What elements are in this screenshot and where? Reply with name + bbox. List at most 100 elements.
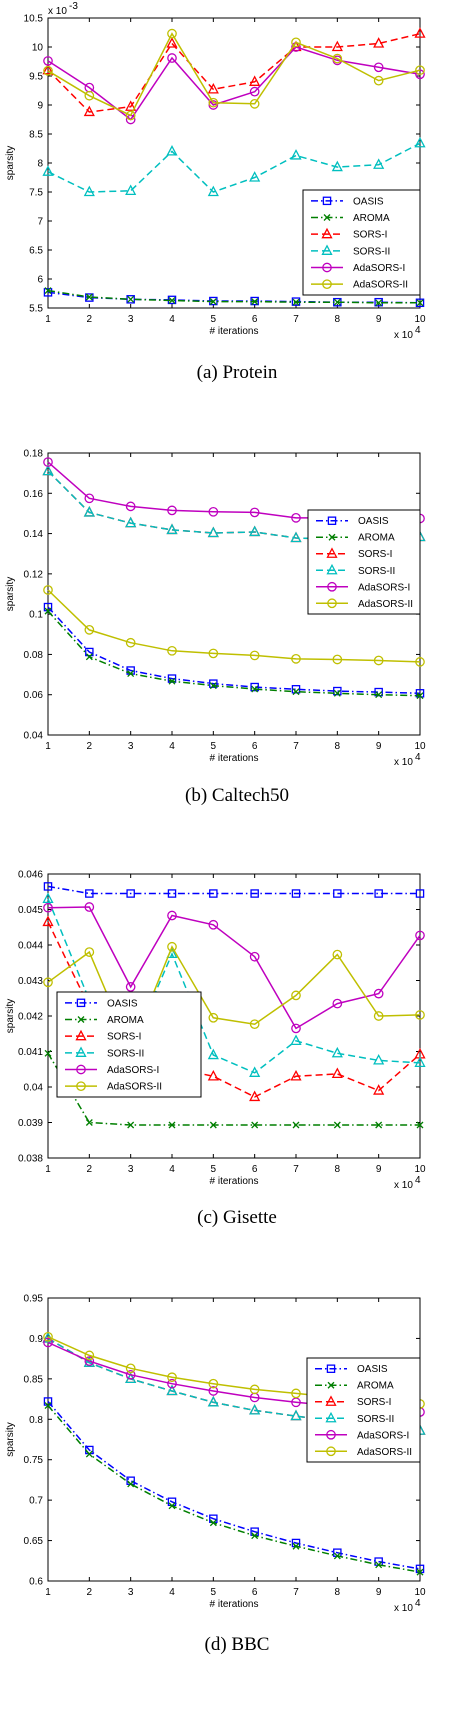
marker-circle-4 [208,1012,219,1023]
x-tick-label: 4 [169,314,175,325]
marker-circle-6 [291,654,301,664]
marker-circle-4 [208,97,219,108]
marker-circle-9 [415,657,425,667]
marker-x-4 [209,298,217,306]
marker-square-8 [374,687,383,697]
marker-x-1 [85,1450,93,1458]
x-tick-label: 9 [376,1164,382,1175]
x-tick-label: 2 [87,1164,93,1175]
y-tick-label: 5.5 [29,304,43,315]
marker-triangle-8 [373,1084,385,1095]
series-sors-ii [42,136,426,197]
x-tick-label: 1 [45,741,51,752]
marker-circle-2 [125,637,136,648]
y-tick-label: 0.16 [24,489,44,500]
legend: OASIS AROMA SORS-I SORS-II AdaSORS-I AdaSORS-… [56,991,202,1098]
series-aroma [44,287,424,307]
series-line [47,898,421,1074]
x-multiplier: x 10 [394,1180,413,1191]
marker-x-7 [333,1552,341,1560]
x-tick-label: 5 [211,1587,217,1598]
marker-x-0 [44,607,52,615]
series-sors-i [42,27,426,117]
marker-triangle-0 [42,464,54,476]
legend-entry: SORS-I [353,230,387,241]
marker-x-4 [209,1519,217,1527]
legend-entry: OASIS [353,196,384,207]
marker-circle-4 [208,1378,219,1389]
figure-caption: (c) Gisette [197,1207,277,1228]
marker-triangle-1 [83,185,95,197]
series-oasis [43,602,425,698]
x-tick-label: 4 [169,741,175,752]
y-tick-label: 0.04 [24,731,44,742]
marker-circle-8 [373,62,384,73]
marker-x-6 [292,298,300,306]
marker-circle-5 [249,98,260,109]
marker-x-0 [44,1049,52,1057]
marker-circle-0 [43,1337,53,1348]
marker-x-5 [251,1532,259,1540]
y-axis-label: sparsity [5,1422,16,1456]
x-tick-label: 7 [293,1587,299,1598]
y-tick-label: 0.04 [24,1083,44,1094]
marker-circle-1 [84,1350,95,1361]
chart-panel-2: 1 2 3 4 5 6 7 8 9 10 0.04 0.06 0.08 0.1 0.12 0.14 0.16 0.… [5,449,426,807]
marker-triangle-legend-2 [321,227,333,239]
y-tick-label: 6 [37,275,43,286]
marker-circle-0 [43,977,53,988]
legend-entry: OASIS [107,998,138,1009]
x-tick-label: 4 [169,1587,175,1598]
marker-square-legend-0 [76,998,86,1008]
figure-caption: (a) Protein [197,362,278,383]
series-line [47,1052,420,1126]
series-line [47,32,421,113]
x-multiplier-exponent: 4 [415,752,421,763]
marker-square-9 [415,889,425,898]
marker-circle-3 [167,28,177,39]
marker-circle-3 [167,53,177,63]
y-tick-label: 7.5 [29,188,43,199]
marker-square-1 [85,889,94,898]
marker-circle-4 [208,506,219,517]
marker-square-7 [333,686,342,696]
y-tick-label: 8 [37,159,43,170]
marker-circle-3 [167,645,177,656]
x-tick-label: 2 [87,741,93,752]
x-tick-label: 3 [128,741,134,752]
marker-circle-3 [167,1378,177,1389]
x-tick-label: 3 [128,1587,134,1598]
x-axis-label: # iterations [210,753,259,764]
marker-circle-8 [373,75,384,86]
legend-entry: AdaSORS-II [353,280,408,291]
marker-x-7 [333,1121,341,1129]
marker-triangle-legend-2 [75,1029,87,1041]
marker-triangle-2 [125,516,137,528]
marker-triangle-9 [414,1056,426,1068]
marker-circle-1 [84,493,95,504]
marker-x-6 [292,688,300,696]
x-tick-label: 5 [211,314,217,325]
figure-caption: (d) BBC [205,1634,270,1655]
marker-square-7 [333,889,342,898]
y-tick-label: 0.043 [18,976,43,987]
marker-triangle-9 [414,27,426,38]
legend-box [307,509,421,615]
legend-entry: SORS-II [358,566,395,577]
marker-x-6 [292,1542,300,1550]
marker-circle-1 [84,1356,95,1366]
marker-triangle-5 [249,1090,261,1102]
marker-triangle-7 [331,1046,343,1058]
marker-circle-legend-4 [76,1064,86,1075]
x-tick-label: 9 [376,1587,382,1598]
legend-box [306,1357,421,1463]
marker-circle-5 [249,951,260,962]
x-tick-label: 1 [45,314,51,325]
marker-triangle-5 [249,171,261,182]
marker-x-legend-1 [327,1381,335,1389]
series-line [47,1405,421,1573]
marker-circle-6 [291,1023,301,1034]
y-multiplier: x 10 [48,6,67,17]
marker-square-2 [126,889,135,898]
